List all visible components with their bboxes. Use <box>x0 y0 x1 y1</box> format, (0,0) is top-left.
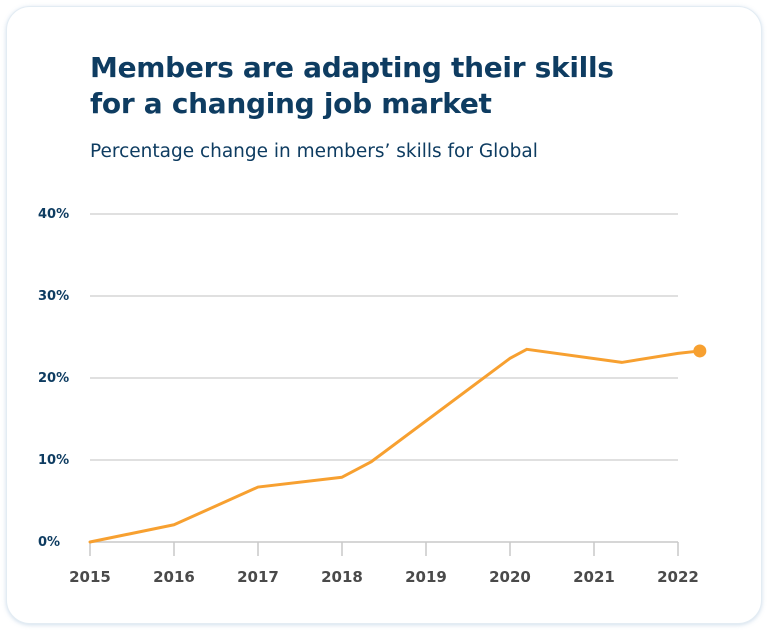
x-tick-label: 2017 <box>237 568 279 586</box>
x-tick-label: 2015 <box>69 568 111 586</box>
y-tick-label: 30% <box>38 289 69 304</box>
x-tick-label: 2021 <box>573 568 615 586</box>
y-tick-label: 0% <box>38 535 60 550</box>
x-tick-label: 2016 <box>153 568 195 586</box>
x-tick-label: 2022 <box>657 568 699 586</box>
x-tick-label: 2019 <box>405 568 447 586</box>
y-tick-label: 40% <box>38 207 69 222</box>
x-tick-label: 2020 <box>489 568 531 586</box>
chart-card <box>6 6 762 624</box>
chart-title: Members are adapting their skills for a c… <box>90 51 614 120</box>
y-tick-label: 20% <box>38 371 69 386</box>
end-point-marker <box>693 344 707 358</box>
y-tick-label: 10% <box>38 453 69 468</box>
chart-subtitle: Percentage change in members’ skills for… <box>90 141 538 162</box>
x-tick-label: 2018 <box>321 568 363 586</box>
series-line <box>88 347 702 544</box>
